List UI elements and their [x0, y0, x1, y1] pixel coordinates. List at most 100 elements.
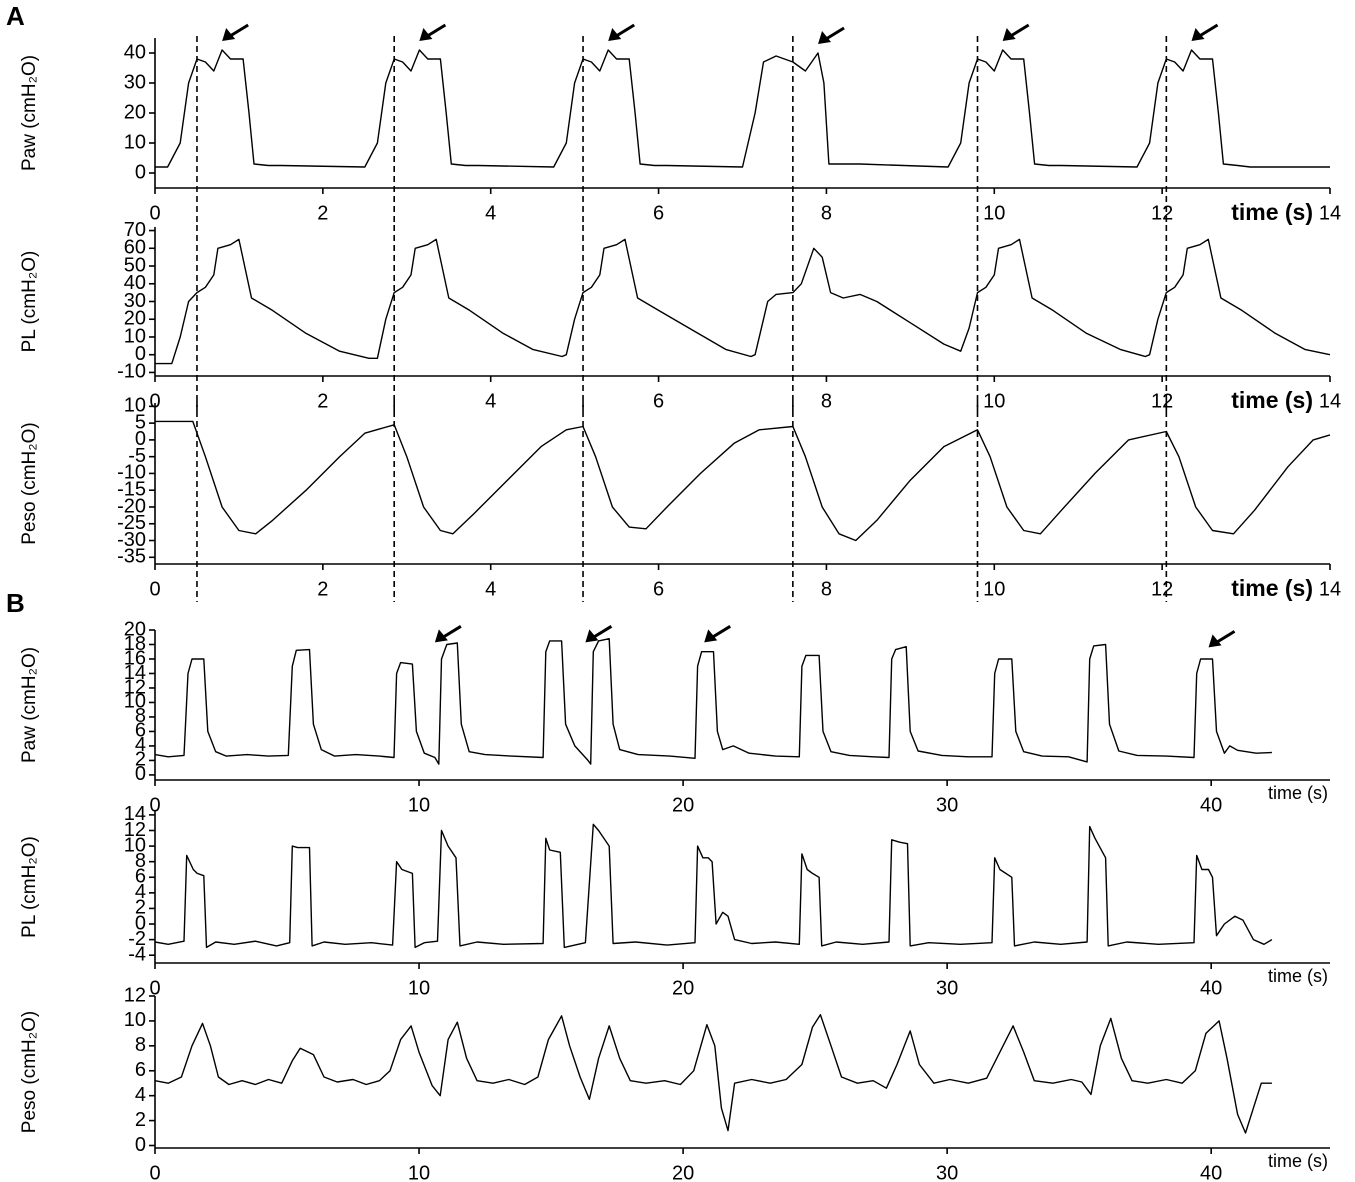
arrow-head [1002, 28, 1016, 41]
y-tick-label: 30 [124, 290, 146, 312]
x-tick-label: 4 [485, 390, 496, 412]
x-tick-label: 0 [149, 977, 160, 999]
y-tick-label: 14 [124, 803, 146, 825]
x-axis-label: time (s) [1231, 199, 1313, 225]
y-tick-label: 0 [135, 763, 146, 785]
x-axis-label: time (s) [1231, 575, 1313, 601]
y-axis-label: Paw (cmH₂O) [19, 647, 40, 763]
y-tick-label: -30 [117, 529, 146, 551]
x-tick-label: 8 [821, 578, 832, 600]
x-axis-label: time (s) [1231, 387, 1313, 413]
arrow-head [222, 28, 236, 41]
waveform [155, 49, 1330, 168]
x-axis-label: time (s) [1268, 783, 1328, 803]
y-tick-label: 10 [124, 1009, 146, 1031]
x-tick-label: 40 [1200, 794, 1222, 816]
y-tick-label: 0 [135, 161, 146, 183]
x-tick-label: 20 [672, 1162, 694, 1182]
arrow-head [1208, 634, 1222, 648]
x-tick-label: 6 [653, 578, 664, 600]
y-tick-label: 20 [124, 308, 146, 330]
x-tick-label: 0 [149, 794, 160, 816]
x-tick-label: 0 [149, 202, 160, 224]
arrow [615, 23, 635, 38]
y-tick-label: 0 [135, 1134, 146, 1156]
waveform [154, 638, 1272, 765]
y-tick-label: 10 [124, 691, 146, 713]
x-tick-label: 40 [1200, 1162, 1222, 1182]
y-tick-label: 5 [135, 411, 146, 433]
x-axis-label: time (s) [1268, 1151, 1328, 1171]
y-tick-label: -5 [128, 445, 146, 467]
arrow [426, 23, 447, 38]
waveform [155, 238, 1331, 365]
y-tick-label: 4 [135, 1084, 146, 1106]
panel-label: B [6, 588, 25, 618]
y-tick-label: 0 [135, 912, 146, 934]
x-tick-label: 14 [1319, 202, 1341, 224]
y-tick-label: 10 [124, 325, 146, 347]
y-tick-label: 6 [135, 1059, 146, 1081]
y-tick-label: 2 [135, 897, 146, 919]
arrow-head [419, 28, 433, 41]
waveform [154, 823, 1273, 949]
arrow [442, 625, 462, 639]
arrow [592, 625, 613, 639]
arrow-head [608, 28, 622, 41]
y-tick-label: 12 [124, 984, 146, 1006]
x-tick-label: 12 [1151, 390, 1173, 412]
y-tick-label: 16 [124, 647, 146, 669]
x-tick-label: 10 [983, 390, 1005, 412]
y-tick-label: 4 [135, 881, 146, 903]
y-tick-label: 8 [135, 705, 146, 727]
y-tick-label: 10 [124, 834, 146, 856]
y-tick-label: 20 [124, 618, 146, 640]
x-tick-label: 10 [408, 1162, 430, 1182]
x-tick-label: 2 [317, 578, 328, 600]
x-tick-label: 40 [1200, 977, 1222, 999]
y-tick-label: 18 [124, 633, 146, 655]
y-axis-label: Peso (cmH₂O) [19, 422, 40, 544]
y-tick-label: -35 [117, 546, 146, 568]
arrow [825, 26, 845, 41]
arrow [229, 23, 249, 38]
x-tick-label: 20 [672, 794, 694, 816]
arrow-head [434, 629, 448, 643]
x-tick-label: 10 [983, 578, 1005, 600]
arrow [1215, 630, 1236, 644]
y-tick-label: 14 [124, 662, 146, 684]
y-tick-label: -10 [117, 462, 146, 484]
y-tick-label: -2 [128, 928, 146, 950]
y-axis-label: PL (cmH₂O) [19, 836, 40, 938]
x-tick-label: 20 [672, 977, 694, 999]
y-tick-label: 40 [124, 41, 146, 63]
waveform [154, 1014, 1272, 1134]
y-tick-label: 10 [124, 131, 146, 153]
arrow-head [818, 31, 832, 44]
y-tick-label: -15 [117, 478, 146, 500]
x-tick-label: 0 [149, 578, 160, 600]
y-tick-label: 2 [135, 749, 146, 771]
panel-label: A [6, 1, 25, 31]
x-tick-label: 10 [408, 794, 430, 816]
y-axis-label: Paw (cmH₂O) [19, 55, 40, 171]
y-tick-label: 60 [124, 237, 146, 259]
y-tick-label: 8 [135, 850, 146, 872]
y-tick-label: 12 [124, 676, 146, 698]
arrow-head [585, 629, 599, 643]
x-tick-label: 30 [936, 1162, 958, 1182]
y-tick-label: 8 [135, 1034, 146, 1056]
y-tick-label: 10 [124, 395, 146, 417]
y-tick-label: -10 [117, 361, 146, 383]
arrow-head [704, 629, 718, 643]
x-tick-label: 8 [821, 202, 832, 224]
x-axis-label: time (s) [1268, 966, 1328, 986]
x-tick-label: 30 [936, 977, 958, 999]
x-tick-label: 2 [317, 390, 328, 412]
y-tick-label: 4 [135, 734, 146, 756]
y-tick-label: 2 [135, 1109, 146, 1131]
x-tick-label: 8 [821, 390, 832, 412]
y-tick-label: 6 [135, 720, 146, 742]
x-tick-label: 10 [983, 202, 1005, 224]
